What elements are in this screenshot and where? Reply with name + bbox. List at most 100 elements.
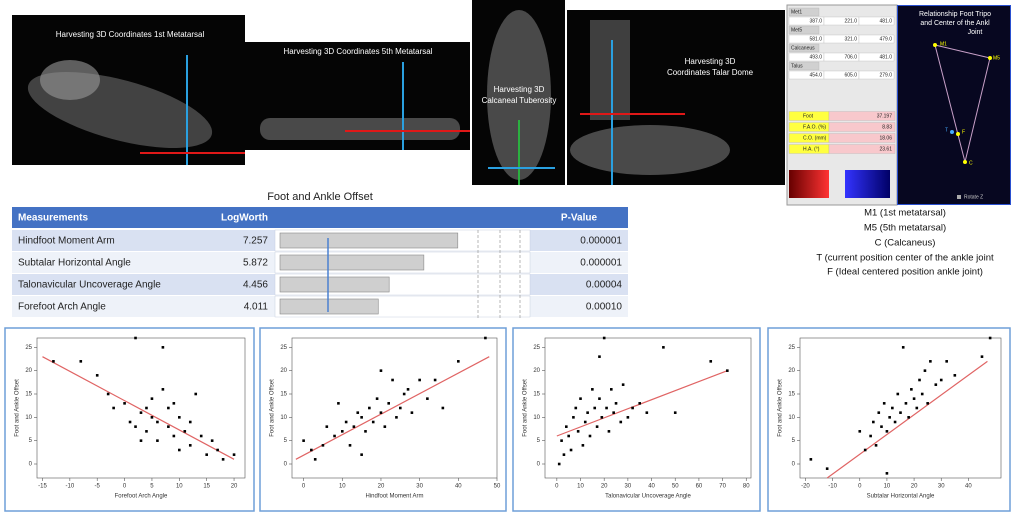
cell-value: 581.0	[809, 36, 822, 42]
data-point	[484, 337, 487, 340]
data-point	[345, 421, 348, 424]
data-point	[896, 393, 899, 396]
x-tick-label: 50	[494, 484, 501, 490]
data-point	[200, 435, 203, 438]
result-value: 23.61	[879, 146, 892, 152]
data-point	[596, 425, 599, 428]
data-point	[577, 430, 580, 433]
data-point	[615, 402, 618, 405]
data-point	[183, 430, 186, 433]
x-tick-label: 10	[176, 484, 183, 490]
y-tick-label: 10	[788, 415, 795, 421]
data-point	[356, 411, 359, 414]
data-point	[593, 407, 596, 410]
p-value: 0.00010	[586, 302, 623, 313]
x-axis-label: Forefoot Arch Angle	[115, 494, 168, 500]
data-point	[579, 397, 582, 400]
x-tick-label: 10	[339, 484, 346, 490]
tripod-title: Joint	[968, 29, 983, 36]
image-caption: Harvesting 3D	[685, 57, 736, 66]
x-tick-label: 20	[911, 484, 918, 490]
data-point	[905, 402, 908, 405]
x-tick-label: 20	[378, 484, 385, 490]
x-tick-label: 40	[965, 484, 972, 490]
point-label: M5	[993, 55, 1000, 61]
legend-line: C (Calcaneus)	[875, 238, 936, 249]
y-tick-label: 10	[280, 415, 287, 421]
data-point	[584, 421, 587, 424]
x-tick-label: -20	[801, 484, 810, 490]
data-point	[610, 388, 613, 391]
data-point	[372, 421, 375, 424]
data-point	[134, 337, 137, 340]
x-tick-label: 40	[455, 484, 462, 490]
data-point	[891, 407, 894, 410]
row-name: Met1	[791, 9, 802, 15]
p-value: 0.00004	[586, 280, 623, 291]
data-point	[940, 379, 943, 382]
column-header: LogWorth	[221, 213, 268, 224]
ct-image: Harvesting 3D Coordinates 1st Metatarsal	[12, 15, 245, 165]
data-point	[216, 449, 219, 452]
data-point	[574, 407, 577, 410]
data-point	[627, 416, 630, 419]
data-point	[646, 411, 649, 414]
legend-line: T (current position center of the ankle …	[816, 253, 994, 264]
result-value: 37.197	[877, 113, 893, 119]
data-point	[233, 453, 236, 456]
data-point	[145, 407, 148, 410]
data-point	[140, 411, 143, 414]
data-point	[899, 411, 902, 414]
tripod-title: and Center of the Ankl	[920, 20, 990, 27]
data-point	[877, 411, 880, 414]
image-caption: Harvesting 3D Coordinates 1st Metatarsal	[56, 30, 205, 39]
data-point	[123, 402, 126, 405]
y-tick-label: 20	[788, 368, 795, 374]
data-point	[612, 411, 615, 414]
data-point	[140, 439, 143, 442]
data-point	[167, 407, 170, 410]
data-point	[96, 374, 99, 377]
data-point	[189, 444, 192, 447]
data-point	[954, 374, 957, 377]
legend-line: F (Ideal centered position ankle joint)	[827, 267, 983, 278]
data-point	[391, 379, 394, 382]
data-point	[910, 388, 913, 391]
data-point	[107, 393, 110, 396]
data-point	[162, 388, 165, 391]
rotate-control[interactable]: Rotate Z	[964, 194, 983, 200]
data-point	[709, 360, 712, 363]
data-point	[156, 439, 159, 442]
data-point	[173, 435, 176, 438]
data-point	[442, 407, 445, 410]
data-point	[457, 360, 460, 363]
cell-value: 321.0	[844, 36, 857, 42]
y-tick-label: 25	[280, 345, 287, 351]
logworth: 4.011	[244, 302, 269, 313]
measurement: Subtalar Horizontal Angle	[18, 258, 131, 269]
data-point	[333, 435, 336, 438]
scatter-plot: 010203040506070800510152025Talonavicular…	[513, 328, 760, 511]
data-point	[134, 425, 137, 428]
x-axis-label: Subtalar Horizontal Angle	[867, 494, 935, 500]
data-point	[418, 379, 421, 382]
data-point	[211, 439, 214, 442]
y-tick-label: 25	[25, 345, 32, 351]
cell-value: 481.0	[879, 18, 892, 24]
data-point	[662, 346, 665, 349]
data-point	[674, 411, 677, 414]
data-point	[598, 397, 601, 400]
x-tick-label: -10	[828, 484, 837, 490]
result-value: 18.06	[879, 135, 892, 141]
table-title: Foot and Ankle Offset	[267, 191, 373, 203]
y-tick-label: 15	[788, 392, 795, 398]
x-tick-label: -15	[38, 484, 47, 490]
point-label: T	[945, 127, 948, 133]
image-caption: Harvesting 3D Coordinates 5th Metatarsal	[284, 47, 433, 56]
row-name: Talus	[791, 63, 803, 69]
result-label: C.O. (mm)	[803, 135, 827, 141]
y-tick-label: 20	[533, 368, 540, 374]
cell-value: 479.0	[879, 36, 892, 42]
x-tick-label: 30	[625, 484, 632, 490]
